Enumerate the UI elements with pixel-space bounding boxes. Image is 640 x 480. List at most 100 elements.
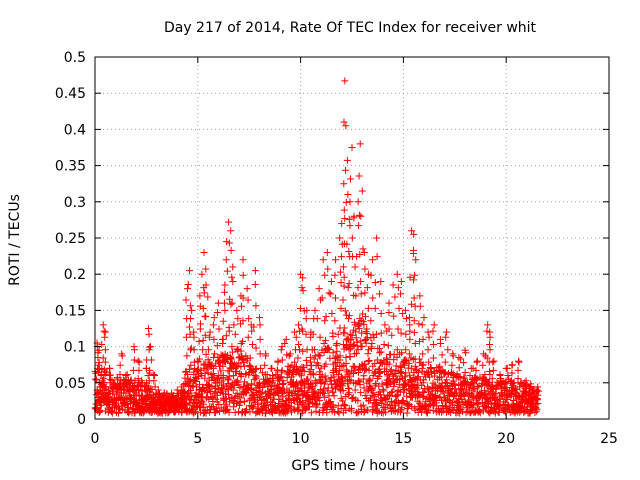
- data-point: [429, 327, 437, 335]
- data-point: [187, 387, 195, 395]
- data-point: [346, 198, 354, 206]
- data-point: [316, 371, 324, 379]
- data-point: [420, 389, 428, 397]
- data-point: [392, 366, 400, 374]
- data-point: [408, 381, 416, 389]
- data-point: [488, 383, 496, 391]
- data-point: [410, 381, 418, 389]
- data-point: [269, 372, 277, 380]
- data-point: [440, 389, 448, 397]
- data-point: [254, 400, 262, 408]
- x-tick-label: 10: [292, 431, 310, 447]
- data-point: [479, 361, 487, 369]
- data-point: [534, 391, 542, 399]
- data-point: [244, 296, 252, 304]
- data-point: [479, 398, 487, 406]
- data-point: [418, 364, 426, 372]
- data-point: [424, 406, 432, 414]
- data-point: [310, 391, 318, 399]
- data-point: [227, 246, 235, 254]
- data-point: [236, 369, 244, 377]
- data-point: [159, 398, 167, 406]
- data-point: [222, 332, 230, 340]
- data-point: [144, 382, 152, 390]
- data-point: [225, 218, 233, 226]
- data-point: [224, 376, 232, 384]
- data-point: [278, 356, 286, 364]
- data-point: [118, 352, 126, 360]
- data-point: [209, 393, 217, 401]
- data-point: [202, 313, 210, 321]
- data-point: [220, 299, 228, 307]
- data-point: [237, 398, 245, 406]
- data-point: [441, 394, 449, 402]
- data-point: [201, 312, 209, 320]
- data-point: [344, 315, 352, 323]
- data-point: [202, 281, 210, 289]
- data-point: [349, 362, 357, 370]
- data-point: [185, 365, 193, 373]
- data-point: [342, 359, 350, 367]
- data-point: [358, 329, 366, 337]
- data-point: [451, 381, 459, 389]
- data-point: [510, 384, 518, 392]
- data-point: [368, 339, 376, 347]
- data-point: [258, 369, 266, 377]
- data-point: [201, 331, 209, 339]
- data-point: [166, 406, 174, 414]
- data-point: [206, 358, 214, 366]
- data-point: [252, 387, 260, 395]
- data-point: [386, 375, 394, 383]
- data-point: [406, 327, 414, 335]
- data-point: [197, 366, 205, 374]
- data-point: [325, 346, 333, 353]
- data-point: [342, 122, 350, 130]
- data-point: [295, 341, 303, 349]
- data-points: [91, 77, 543, 417]
- data-point: [331, 317, 339, 325]
- data-point: [302, 356, 310, 364]
- data-point: [101, 371, 109, 379]
- data-point: [360, 248, 368, 256]
- data-point: [215, 325, 223, 333]
- data-point: [256, 335, 264, 343]
- data-point: [482, 381, 490, 389]
- data-point: [214, 358, 222, 366]
- data-point: [345, 389, 353, 397]
- data-point: [234, 315, 242, 323]
- data-point: [406, 321, 414, 329]
- data-point: [455, 364, 463, 372]
- data-point: [199, 346, 207, 354]
- data-point: [486, 341, 494, 349]
- x-tick-label: 5: [193, 431, 202, 447]
- data-point: [451, 385, 459, 393]
- data-point: [345, 312, 353, 320]
- data-point: [406, 371, 414, 379]
- data-point: [221, 281, 229, 289]
- data-point: [341, 215, 349, 223]
- data-point: [219, 335, 227, 343]
- data-point: [346, 353, 354, 361]
- data-point: [357, 277, 365, 285]
- data-point: [169, 402, 177, 410]
- data-point: [262, 395, 270, 403]
- data-point: [410, 276, 418, 284]
- data-point: [460, 388, 468, 396]
- data-point: [268, 401, 276, 409]
- data-point: [481, 389, 489, 397]
- data-point: [220, 381, 228, 389]
- data-point: [97, 402, 105, 410]
- data-point: [436, 374, 444, 382]
- data-point: [339, 263, 347, 271]
- data-point: [368, 385, 376, 393]
- data-point: [372, 330, 380, 338]
- data-point: [296, 304, 304, 312]
- data-point: [234, 392, 242, 400]
- data-point: [198, 270, 206, 278]
- data-point: [263, 398, 271, 406]
- data-point: [311, 377, 319, 385]
- data-point: [339, 374, 347, 382]
- data-point: [225, 239, 233, 247]
- data-point: [255, 393, 263, 401]
- data-point: [238, 390, 246, 398]
